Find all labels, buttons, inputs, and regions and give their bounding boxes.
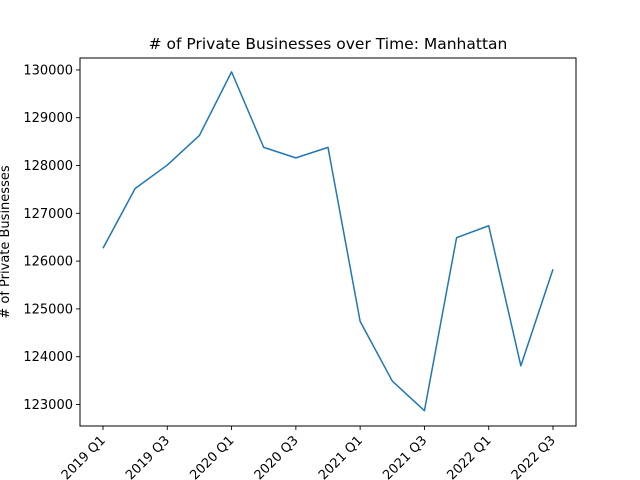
- y-axis-label: # of Private Businesses: [0, 165, 13, 318]
- x-tick-label: 2019 Q3: [123, 433, 173, 480]
- x-tick-label: 2022 Q1: [445, 433, 495, 480]
- series-line: [102, 71, 554, 412]
- x-axis: 2019 Q1 2019 Q3 2020 Q1 2020 Q3 2021 Q1 2021 …: [59, 426, 559, 480]
- y-tick-label: 125000: [23, 302, 73, 317]
- y-tick-label: 129000: [23, 111, 73, 126]
- x-tick-label: 2021 Q3: [380, 433, 430, 480]
- y-axis: 123000 124000 125000 126000 127000 128000 1290…: [23, 63, 80, 413]
- y-tick-label: 130000: [23, 63, 73, 78]
- x-tick-label: 2021 Q1: [316, 433, 366, 480]
- y-tick-label: 126000: [23, 255, 73, 270]
- plot-frame: [79, 57, 577, 427]
- y-tick-label: 124000: [23, 350, 73, 365]
- x-tick-label: 2019 Q1: [59, 433, 109, 480]
- x-tick-label: 2020 Q1: [187, 433, 237, 480]
- x-tick-label: 2020 Q3: [252, 433, 302, 480]
- y-tick-label: 123000: [23, 398, 73, 413]
- y-tick-label: 127000: [23, 207, 73, 222]
- y-tick-label: 128000: [23, 159, 73, 174]
- chart-title: # of Private Businesses over Time: Manha…: [149, 35, 508, 53]
- plot-area: 123000 124000 125000 126000 127000 128000 1290…: [23, 57, 577, 480]
- x-tick-label: 2022 Q3: [509, 433, 559, 480]
